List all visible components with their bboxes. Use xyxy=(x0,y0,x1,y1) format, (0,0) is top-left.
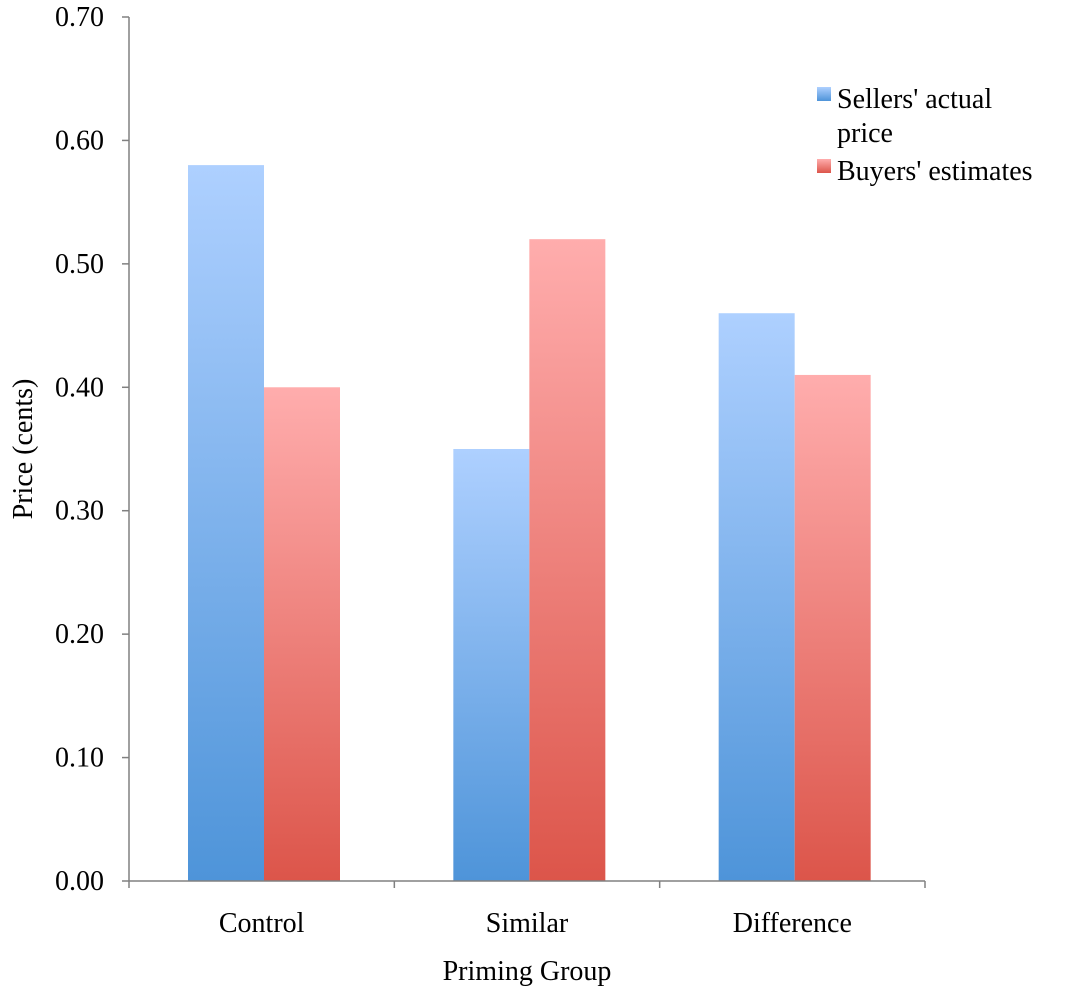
axes xyxy=(128,17,925,882)
y-tick-label: 0.50 xyxy=(55,249,104,280)
legend-swatch xyxy=(817,159,831,173)
x-axis-title: Priming Group xyxy=(443,956,612,987)
bar-difference-series-1 xyxy=(794,374,871,881)
y-axis-ticks: 0.00 0.10 0.20 0.30 0.40 0.50 0.60 0.70 xyxy=(55,2,129,897)
bar-difference-series-0 xyxy=(718,313,795,881)
bar-control-series-1 xyxy=(264,387,340,881)
bar-similar-series-0 xyxy=(453,449,530,881)
legend-label: Sellers' actual xyxy=(837,84,992,115)
plot-bars xyxy=(188,165,871,882)
y-tick-label: 0.70 xyxy=(55,2,104,33)
x-tick-label: Difference xyxy=(733,908,852,939)
x-axis-ticks: Control Similar Difference xyxy=(128,881,926,939)
x-tick-label: Control xyxy=(219,908,305,939)
legend-swatch xyxy=(817,87,831,101)
legend-label: Buyers' estimates xyxy=(837,156,1033,187)
y-tick-label: 0.20 xyxy=(55,619,104,650)
x-tick-label: Similar xyxy=(486,908,569,939)
y-tick-label: 0.00 xyxy=(55,866,104,897)
bar-control-series-0 xyxy=(188,165,264,882)
y-tick-label: 0.10 xyxy=(55,743,104,774)
y-axis-title: Price (cents) xyxy=(8,379,39,520)
bar-similar-series-1 xyxy=(529,239,606,881)
y-tick-label: 0.30 xyxy=(55,496,104,527)
legend-label: price xyxy=(837,118,893,149)
legend-item-1: Buyers' estimates xyxy=(817,156,1033,187)
y-tick-label: 0.40 xyxy=(55,372,104,403)
y-tick-label: 0.60 xyxy=(55,125,104,156)
